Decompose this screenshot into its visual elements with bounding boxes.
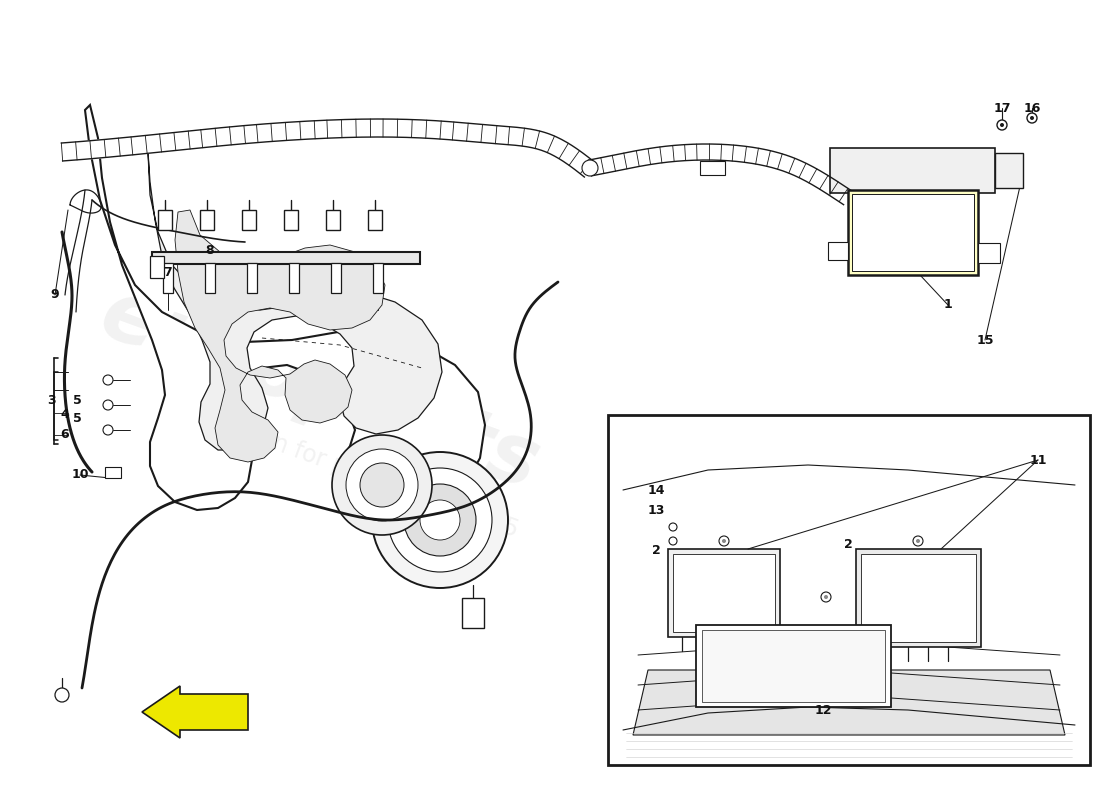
Text: 9: 9 (51, 289, 59, 302)
Circle shape (103, 400, 113, 410)
Text: 13: 13 (647, 503, 664, 517)
Bar (852, 194, 974, 271)
Text: 5: 5 (73, 394, 81, 406)
Bar (242, 210, 256, 230)
Text: a passion for parts since 1985: a passion for parts since 1985 (178, 398, 521, 542)
Text: 15: 15 (977, 334, 993, 346)
Bar (668, 549, 780, 637)
Text: 6: 6 (60, 429, 69, 442)
Circle shape (821, 592, 830, 602)
Circle shape (916, 539, 920, 543)
Polygon shape (588, 144, 852, 205)
Text: 16: 16 (1023, 102, 1041, 114)
Text: 1: 1 (944, 298, 953, 311)
Circle shape (404, 484, 476, 556)
Circle shape (913, 536, 923, 546)
Bar (828, 242, 848, 260)
Circle shape (1030, 116, 1034, 120)
Polygon shape (142, 686, 248, 738)
Bar (152, 252, 420, 264)
Circle shape (722, 539, 726, 543)
Text: 8: 8 (206, 243, 214, 257)
Bar (830, 148, 996, 193)
Bar (673, 554, 775, 632)
Text: europarts: europarts (90, 273, 550, 507)
Circle shape (997, 120, 1006, 130)
Text: 2: 2 (651, 543, 660, 557)
Bar (700, 161, 725, 175)
Circle shape (669, 537, 676, 545)
Text: 7: 7 (164, 266, 173, 278)
Circle shape (1027, 113, 1037, 123)
Circle shape (372, 452, 508, 588)
Bar (104, 467, 121, 478)
Bar (163, 263, 173, 293)
Circle shape (103, 425, 113, 435)
Text: 14: 14 (647, 483, 664, 497)
Bar (702, 630, 886, 702)
Bar (248, 263, 257, 293)
Bar (696, 625, 891, 707)
Bar (150, 256, 164, 278)
Bar (331, 263, 341, 293)
Bar (158, 210, 172, 230)
Circle shape (332, 435, 432, 535)
Text: 10: 10 (72, 469, 89, 482)
Bar (205, 263, 214, 293)
Bar (373, 263, 383, 293)
Polygon shape (632, 670, 1065, 735)
Bar (462, 598, 484, 628)
Bar (996, 153, 1023, 188)
Polygon shape (148, 152, 442, 450)
Circle shape (719, 536, 729, 546)
Circle shape (1000, 123, 1004, 127)
Bar (368, 210, 382, 230)
Text: 5: 5 (73, 411, 81, 425)
Text: 2: 2 (844, 538, 852, 551)
Bar (608, 415, 1090, 765)
Text: 12: 12 (814, 703, 832, 717)
Circle shape (388, 468, 492, 572)
Bar (326, 210, 340, 230)
Bar (978, 243, 1000, 263)
Circle shape (360, 463, 404, 507)
Bar (289, 263, 299, 293)
Text: 11: 11 (1030, 454, 1047, 466)
Bar (856, 549, 981, 647)
Circle shape (103, 375, 113, 385)
Circle shape (824, 595, 828, 599)
Bar (848, 190, 978, 275)
Circle shape (420, 500, 460, 540)
Polygon shape (85, 105, 485, 516)
Circle shape (346, 449, 418, 521)
Circle shape (582, 160, 598, 176)
Circle shape (55, 688, 69, 702)
Text: 17: 17 (993, 102, 1011, 114)
Bar (861, 554, 976, 642)
Bar (284, 210, 298, 230)
Polygon shape (62, 119, 595, 177)
Bar (200, 210, 214, 230)
Polygon shape (175, 210, 385, 462)
Circle shape (669, 523, 676, 531)
Text: 3: 3 (47, 394, 56, 406)
Text: 4: 4 (60, 409, 69, 422)
